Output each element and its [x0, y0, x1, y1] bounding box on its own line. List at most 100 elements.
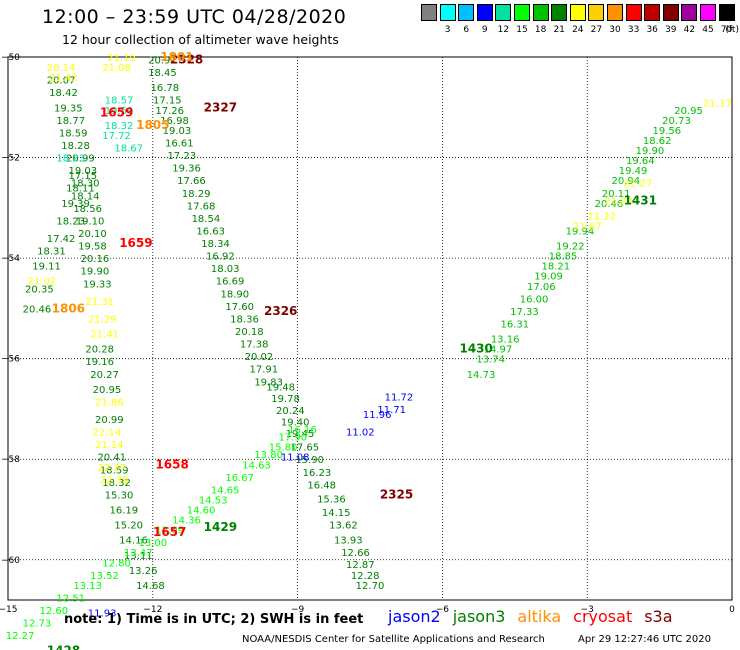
legend-label: 45 [702, 25, 714, 35]
wave-height-value: 16.98 [160, 116, 189, 127]
pass-time-label: 2327 [204, 100, 237, 114]
wave-height-value: 17.33 [510, 307, 539, 318]
wave-height-value: 11.08 [281, 453, 310, 464]
wave-height-value: 20.02 [245, 352, 274, 363]
wave-height-value: 21.31 [85, 297, 114, 308]
wave-height-value: 21.02 [27, 277, 56, 288]
wave-height-value: 21.41 [90, 330, 119, 341]
wave-height-value: 15.20 [114, 521, 143, 532]
legend-label: 36 [646, 25, 658, 35]
wave-height-value: 14.97 [484, 345, 513, 356]
wave-height-value: 19.39 [61, 199, 90, 210]
wave-height-value: 20.46 [595, 199, 624, 210]
wave-height-value: 21.19 [107, 53, 136, 64]
wave-height-value: 18.21 [542, 262, 571, 273]
wave-height-value: 18.85 [549, 252, 578, 263]
wave-height-value: 12.60 [40, 606, 69, 617]
wave-height-value: 17.60 [225, 302, 254, 313]
legend-label: 27 [590, 25, 603, 35]
wave-height-value: 11.02 [346, 428, 375, 439]
wave-height-value: 21.67 [573, 221, 602, 232]
wave-height-value: 18.59 [100, 465, 129, 476]
wave-height-value: 17.38 [240, 340, 269, 351]
wave-height-value: 17.66 [177, 176, 206, 187]
legend-swatch [607, 4, 623, 21]
wave-height-value: 11.71 [377, 405, 406, 416]
wave-height-value: 17.15 [153, 96, 182, 107]
wave-height-value: 22.14 [93, 428, 122, 439]
wave-height-value: 22.37 [97, 463, 126, 474]
wave-height-value: 21.22 [587, 211, 616, 222]
lon-tick-label: −15 [0, 605, 18, 615]
map-subtitle: 12 hour collection of altimeter wave hei… [62, 32, 339, 47]
wave-height-value: 13.13 [73, 581, 102, 592]
wave-height-value: 21.14 [95, 440, 124, 451]
wave-height-value: 16.16 [288, 425, 317, 436]
wave-height-value: 16.19 [110, 506, 139, 517]
legend-swatch [551, 4, 568, 21]
wave-height-value: 13.26 [129, 566, 158, 577]
wave-height-value: 19.59 [105, 106, 134, 117]
wave-height-value: 17.15 [68, 171, 97, 182]
legend-swatch [681, 4, 698, 21]
wave-height-value: 18.77 [56, 116, 85, 127]
lat-tick-label: −60 [1, 556, 20, 566]
pass-time-label: 1428 [47, 643, 80, 650]
legend-label: 39 [665, 25, 677, 35]
wave-height-value: 20.16 [81, 254, 110, 265]
wave-height-value: 17.90 [278, 433, 307, 444]
lon-tick-label: −12 [143, 605, 162, 615]
wave-height-value: 11.93 [88, 609, 117, 620]
wave-height-value: 12.70 [356, 581, 385, 592]
legend-swatch [700, 4, 716, 21]
wave-height-value: 21.08 [102, 63, 131, 74]
legend-label: 21 [553, 25, 565, 35]
map-grid [7, 56, 733, 601]
wave-height-value: 18.32 [105, 121, 134, 132]
legend-label: 9 [481, 25, 488, 35]
wave-height-value: 19.48 [266, 382, 295, 393]
wave-height-value: 19.03 [68, 166, 97, 177]
wave-height-value: 16.67 [225, 473, 254, 484]
wave-height-value: 14.53 [199, 495, 228, 506]
wave-height-value: 19.09 [534, 272, 563, 283]
wave-height-value: 13.52 [90, 571, 119, 582]
map-title: 12:00 – 23:59 UTC 04/28/2020 [42, 6, 347, 28]
wave-height-value: 14.65 [211, 485, 240, 496]
wave-height-value: 11.72 [385, 392, 414, 403]
lat-tick-label: −56 [1, 355, 20, 365]
wave-height-value: 12.28 [351, 571, 380, 582]
wave-height-value: 17.65 [291, 443, 320, 454]
wave-height-value: 19.64 [626, 156, 655, 167]
pass-time-label: 2328 [170, 53, 203, 67]
wave-height-value: 18.36 [230, 314, 259, 325]
wave-height-value: 21.42 [49, 73, 78, 84]
wave-height-value: 18.67 [114, 144, 143, 155]
wave-height-value: 20.73 [662, 116, 691, 127]
satellite-legend-item: jason2 [388, 607, 441, 626]
satellite-legend-item: jason3 [452, 607, 506, 626]
wave-height-value: 13.74 [476, 355, 505, 366]
wave-height-value: 11.96 [363, 410, 392, 421]
wave-height-value: 21.29 [88, 314, 117, 325]
wave-height-value: 19.90 [81, 267, 110, 278]
wave-height-value: 18.34 [201, 239, 230, 250]
wave-height-value: 18.59 [59, 128, 88, 139]
timestamp-text: Apr 29 12:27:46 UTC 2020 [578, 634, 711, 645]
wave-height-value: 14.68 [136, 581, 165, 592]
wave-height-value: 17.06 [527, 282, 556, 293]
wave-height-value: 18.90 [221, 289, 250, 300]
wave-height-value: 13.16 [491, 335, 520, 346]
wave-height-value: 21.17 [703, 98, 732, 109]
wave-height-value: 18.56 [73, 204, 102, 215]
wave-height-value: 13.00 [138, 538, 167, 549]
wave-height-value: 17.26 [155, 106, 184, 117]
wave-height-value: 20.24 [276, 406, 305, 417]
pass-time-label: 1429 [204, 520, 237, 534]
legend-swatch [625, 4, 642, 21]
wave-height-value: 18.42 [49, 88, 78, 99]
wave-height-value: 12.87 [346, 560, 375, 571]
wave-height-value: 16.61 [165, 138, 194, 149]
pass-time-label: 1806 [52, 301, 85, 315]
wave-height-value: 13.47 [124, 548, 153, 559]
